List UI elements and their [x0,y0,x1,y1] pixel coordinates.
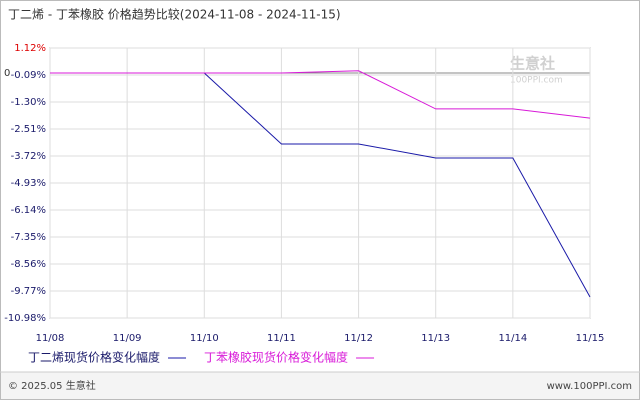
chart-title: 丁二烯 - 丁苯橡胶 价格趋势比较(2024-11-08 - 2024-11-1… [8,7,341,22]
x-tick-label: 11/11 [267,333,296,344]
legend-label: 丁二烯现货价格变化幅度 [28,350,160,365]
y-tick-label: -1.30% [11,97,46,108]
y-tick-label: -0.09% [11,70,46,81]
y-tick-label: 1.12% [14,43,46,54]
footer-right: www.100PPI.com [547,381,632,392]
y-tick-label: -7.35% [11,232,46,243]
zero-tick-label: 0 [4,68,10,79]
x-tick-label: 11/12 [344,333,373,344]
y-tick-label: -10.98% [4,313,46,324]
x-tick-label: 11/08 [36,333,65,344]
watermark: 100PPI.com [510,76,563,86]
footer-left: © 2025.05 生意社 [8,379,96,392]
y-tick-label: -3.72% [11,151,46,162]
watermark: 生意社 [510,55,555,73]
footer-band [1,372,639,399]
y-tick-label: -4.93% [11,178,46,189]
x-tick-label: 11/14 [498,333,527,344]
y-tick-label: -8.56% [11,259,46,270]
y-tick-label: -6.14% [11,205,46,216]
x-tick-label: 11/13 [421,333,450,344]
legend-label: 丁苯橡胶现货价格变化幅度 [204,350,348,365]
x-tick-label: 11/10 [190,333,219,344]
x-tick-label: 11/09 [113,333,142,344]
y-tick-label: -9.77% [11,286,46,297]
y-tick-label: -2.51% [11,124,46,135]
series-line [50,70,591,119]
x-tick-label: 11/15 [576,333,605,344]
